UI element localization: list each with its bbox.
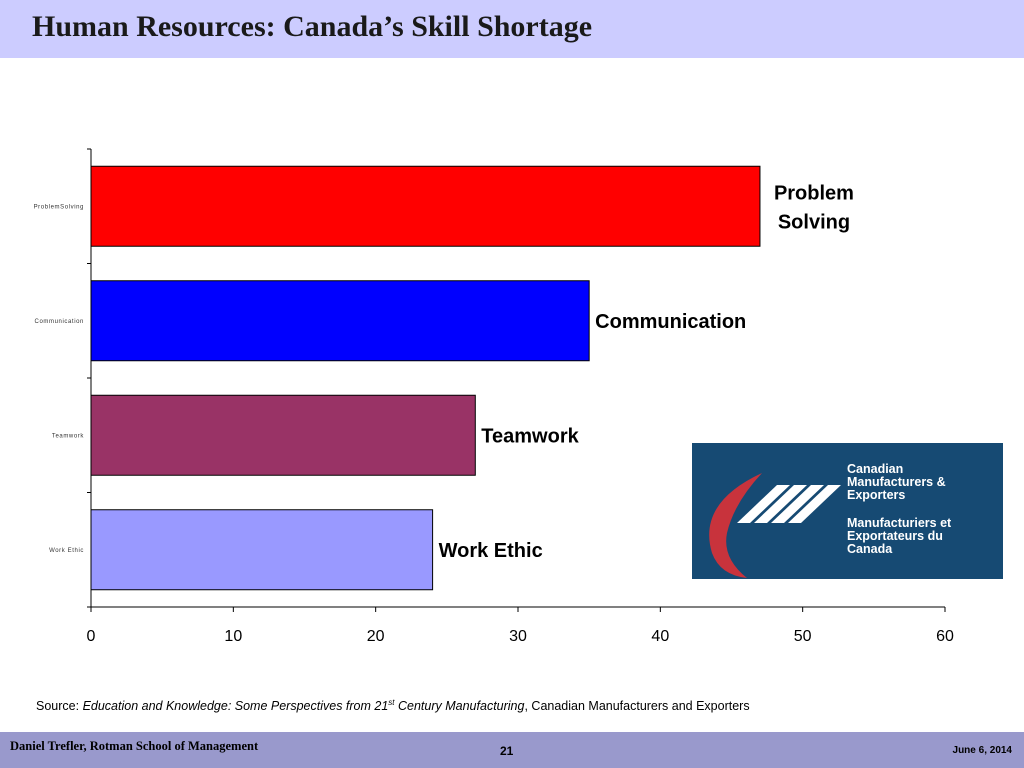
source-title: Education and Knowledge: Some Perspectiv… (82, 698, 525, 714)
logo-text-en: Canadian Manufacturers & Exporters (847, 463, 946, 502)
footer-author: Daniel Trefler, Rotman School of Managem… (10, 739, 259, 753)
logo-fr-line: Exportateurs du (847, 529, 943, 543)
logo-en-line: Exporters (847, 488, 906, 502)
x-tick-label: 30 (509, 628, 527, 645)
x-tick-label: 50 (794, 628, 812, 645)
title-bar: Human Resources: Canada’s Skill Shortage (0, 0, 1024, 58)
x-tick-label: 0 (87, 628, 96, 645)
y-tick-label: Work Ethic (49, 548, 84, 554)
source-note: Source: Education and Knowledge: Some Pe… (36, 698, 750, 713)
logo-en-line: Manufacturers & (847, 475, 946, 489)
bar-chart: 0 10 20 30 40 50 60ProblemSolvingProblemSolvin… (34, 148, 954, 645)
source-suffix: , Canadian Manufacturers and Exporters (524, 699, 750, 714)
x-tick-label: 10 (224, 628, 242, 645)
y-tick-label: Teamwork (52, 433, 85, 439)
logo-en-line: Canadian (847, 462, 904, 476)
slide-title: Human Resources: Canada’s Skill Shortage (32, 10, 593, 43)
source-title-part1: Education and Knowledge: Some Perspectiv… (82, 699, 389, 714)
logo-text-fr: Manufacturiers et Exportateurs du Canada (847, 517, 951, 556)
logo-fr-line: Manufacturiers et (847, 516, 952, 530)
bar (90, 394, 476, 476)
y-tick-label: ProblemSolving (34, 204, 84, 210)
y-tick-label: Communication (35, 319, 84, 325)
bar-data-label: Communication (595, 311, 746, 333)
footer-page-number: 21 (500, 744, 514, 758)
x-tick-label: 40 (651, 628, 669, 645)
bar-data-label: Work Ethic (439, 540, 543, 562)
x-tick-label: 20 (367, 628, 385, 645)
source-title-sup: st (388, 698, 395, 707)
bar-data-label: Teamwork (481, 425, 579, 447)
footer-date: June 6, 2014 (952, 745, 1012, 756)
bar-data-label: Problem (774, 182, 854, 204)
footer-bar: Daniel Trefler, Rotman School of Managem… (0, 732, 1024, 768)
x-tick-label: 60 (936, 628, 954, 645)
bar (90, 165, 761, 247)
cme-logo: Canadian Manufacturers & Exporters Manuf… (692, 443, 1003, 579)
logo-swoosh-icon (709, 473, 841, 578)
bar-data-label: Solving (778, 211, 850, 233)
source-prefix: Source: (36, 699, 83, 714)
source-title-part2: Century Manufacturing (394, 699, 525, 714)
bar (90, 509, 434, 591)
bar (90, 280, 590, 362)
logo-fr-line: Canada (847, 542, 893, 556)
